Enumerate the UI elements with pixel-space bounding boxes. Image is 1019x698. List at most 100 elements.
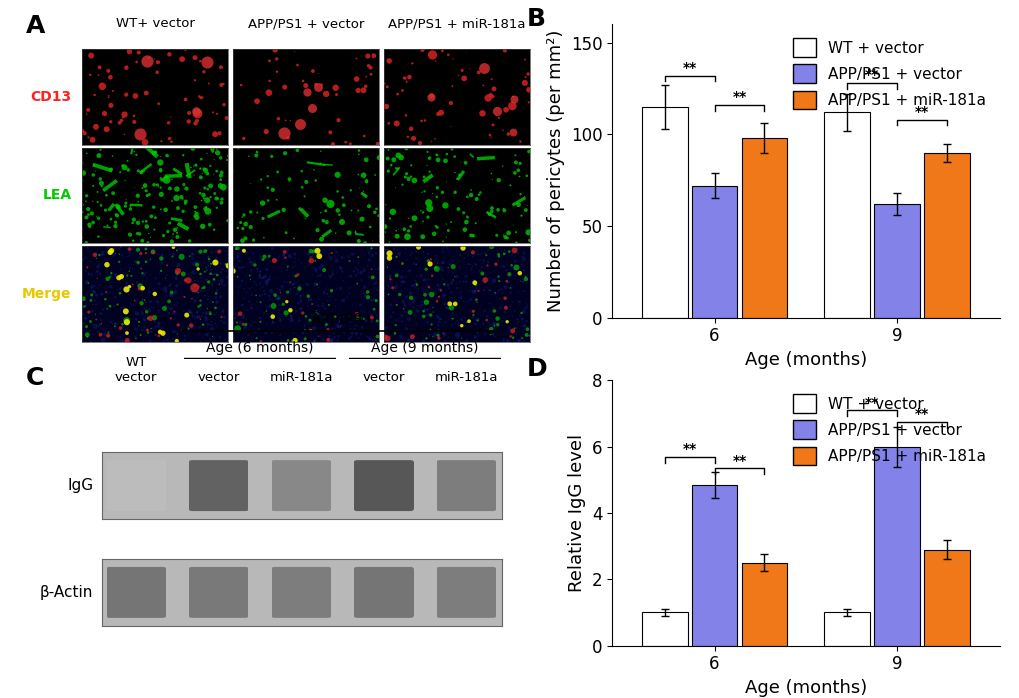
- Point: [459, 336, 475, 347]
- Point: [219, 154, 235, 165]
- Point: [490, 276, 506, 287]
- Point: [430, 320, 446, 331]
- Point: [486, 288, 502, 299]
- Point: [331, 300, 347, 311]
- Point: [148, 321, 164, 332]
- Point: [229, 252, 246, 263]
- Point: [143, 323, 159, 334]
- Point: [455, 207, 472, 218]
- Point: [177, 195, 194, 207]
- Point: [93, 308, 109, 319]
- Point: [383, 279, 399, 290]
- Point: [317, 320, 333, 332]
- Point: [483, 206, 499, 217]
- Point: [323, 336, 339, 348]
- Point: [142, 335, 158, 346]
- Point: [100, 327, 116, 339]
- Point: [306, 313, 322, 325]
- Point: [338, 292, 355, 303]
- Point: [125, 300, 142, 311]
- Point: [176, 330, 193, 341]
- Point: [75, 199, 92, 210]
- Point: [200, 318, 216, 329]
- Point: [103, 271, 119, 282]
- Point: [420, 304, 436, 315]
- Point: [490, 174, 506, 186]
- Point: [484, 119, 500, 131]
- Point: [169, 222, 185, 233]
- Point: [173, 251, 190, 262]
- Point: [347, 262, 364, 274]
- Point: [287, 261, 304, 272]
- Point: [313, 234, 329, 245]
- Point: [157, 279, 173, 290]
- Point: [421, 166, 437, 177]
- Point: [187, 159, 204, 170]
- Point: [495, 205, 512, 216]
- Point: [159, 334, 175, 346]
- Point: [165, 228, 181, 239]
- Point: [198, 329, 214, 340]
- Point: [103, 267, 119, 279]
- Point: [284, 279, 301, 290]
- Point: [394, 258, 411, 269]
- Point: [429, 154, 445, 165]
- Point: [483, 279, 499, 290]
- Point: [326, 332, 342, 343]
- Point: [186, 248, 203, 260]
- Point: [101, 327, 117, 338]
- Point: [321, 330, 337, 341]
- Point: [175, 290, 192, 302]
- Point: [307, 245, 323, 256]
- Point: [368, 335, 384, 346]
- Point: [448, 283, 465, 294]
- Point: [137, 180, 153, 191]
- Point: [428, 296, 444, 307]
- Point: [359, 288, 375, 299]
- Point: [235, 133, 252, 144]
- Point: [245, 282, 261, 293]
- Point: [466, 332, 482, 343]
- Point: [278, 296, 294, 307]
- Point: [302, 297, 318, 309]
- Point: [451, 287, 468, 298]
- Point: [228, 321, 245, 332]
- Point: [439, 241, 455, 252]
- Point: [515, 320, 531, 332]
- Point: [165, 242, 181, 253]
- Point: [327, 242, 343, 253]
- Point: [158, 174, 174, 185]
- Point: [357, 326, 373, 337]
- Point: [308, 327, 324, 339]
- Point: [320, 269, 336, 281]
- Point: [178, 183, 195, 194]
- Point: [281, 286, 298, 297]
- Point: [164, 251, 180, 262]
- Point: [302, 315, 318, 326]
- Point: [211, 245, 227, 256]
- Point: [199, 265, 215, 276]
- Point: [161, 280, 177, 291]
- Point: [107, 269, 123, 281]
- Point: [205, 327, 221, 338]
- Point: [405, 302, 421, 313]
- Point: [213, 315, 229, 326]
- Point: [486, 322, 502, 334]
- Point: [475, 311, 491, 322]
- Point: [77, 265, 94, 276]
- Point: [427, 262, 443, 274]
- Point: [98, 287, 114, 298]
- Point: [342, 252, 359, 263]
- Point: [142, 255, 158, 266]
- Point: [502, 283, 519, 294]
- Point: [90, 260, 106, 272]
- Point: [146, 322, 162, 334]
- Point: [118, 194, 135, 205]
- Point: [395, 315, 412, 327]
- Point: [438, 218, 454, 230]
- Point: [108, 294, 124, 305]
- Point: [231, 255, 248, 267]
- Point: [211, 258, 227, 269]
- Point: [112, 334, 128, 346]
- Point: [494, 336, 511, 347]
